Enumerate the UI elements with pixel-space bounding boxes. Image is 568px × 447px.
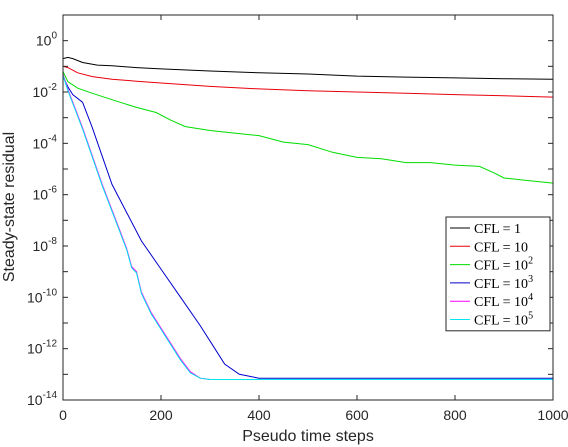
- series-line-2: [62, 65, 554, 98]
- series-layer: [62, 56, 554, 380]
- y-tick-label: 10-8: [33, 236, 58, 254]
- y-tick-label: 10-10: [27, 287, 57, 305]
- y-tick-label: 10-6: [33, 185, 58, 203]
- y-tick-label: 100: [36, 31, 58, 49]
- legend-entry-3: CFL = 102: [474, 256, 533, 274]
- x-axis: 0 200 400 600 800 1000: [59, 15, 568, 423]
- legend-entry-5: CFL = 104: [474, 292, 533, 310]
- y-axis-title: Steady-state residual: [1, 132, 18, 282]
- x-tick-label: 200: [149, 407, 173, 423]
- x-tick-label: 400: [247, 407, 271, 423]
- x-tick-label: 1000: [537, 407, 568, 423]
- legend-entry-1: CFL = 1: [474, 222, 521, 237]
- plot-frame: [62, 14, 554, 401]
- series-line-1: [62, 56, 554, 80]
- x-tick-label: 800: [443, 407, 467, 423]
- y-tick-label: 10-12: [27, 339, 57, 357]
- x-axis-title: Pseudo time steps: [242, 428, 374, 445]
- y-tick-label: 10-14: [27, 390, 57, 408]
- y-tick-label: 10-4: [33, 133, 58, 151]
- legend-entry-6: CFL = 105: [474, 311, 533, 329]
- series-line-4: [62, 76, 553, 379]
- y-axis: 100 10-2 10-4 10-6 10-8 10-10 10-12 10-14: [27, 14, 553, 408]
- x-tick-label: 600: [345, 407, 369, 423]
- series-line-3: [62, 71, 554, 184]
- legend-entry-2: CFL = 10: [474, 240, 528, 255]
- y-tick-label: 10-2: [33, 82, 58, 100]
- legend-entry-4: CFL = 103: [474, 274, 533, 292]
- series-line-6: [62, 75, 553, 380]
- x-tick-label: 0: [59, 407, 67, 423]
- legend-box: [445, 216, 551, 332]
